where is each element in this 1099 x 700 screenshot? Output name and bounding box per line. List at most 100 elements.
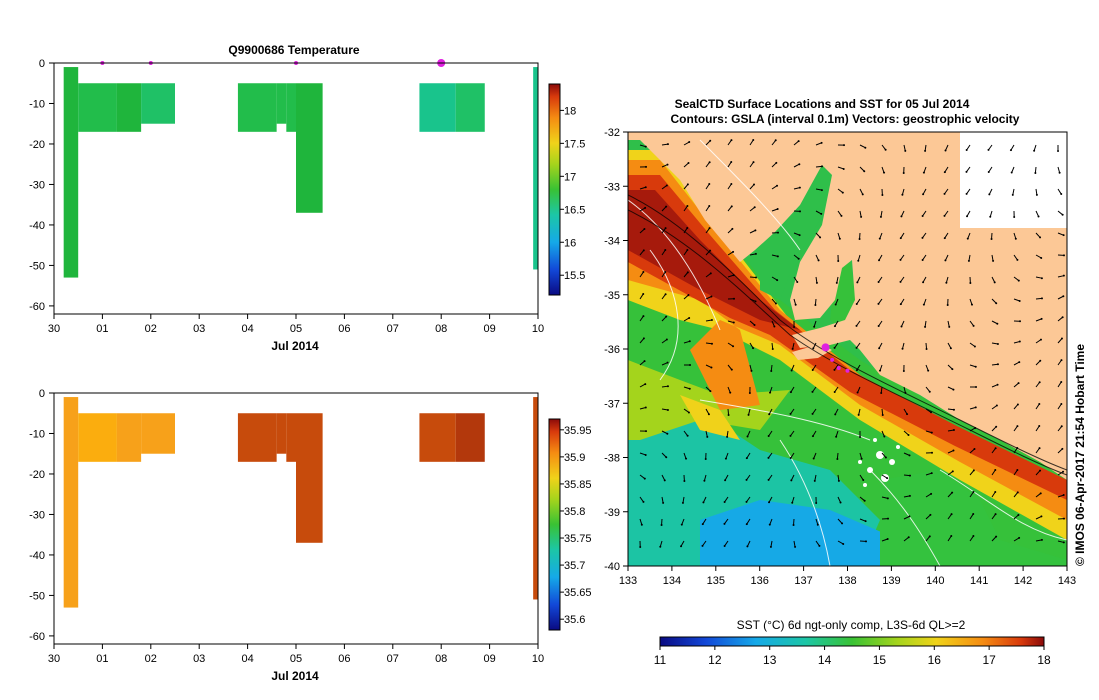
velocity-arrow-head: [644, 206, 647, 209]
velocity-arrow: [947, 386, 954, 391]
profile-cell: [533, 397, 538, 600]
velocity-arrow: [749, 206, 756, 212]
velocity-arrow-head: [644, 165, 647, 168]
velocity-arrow-head: [686, 249, 689, 252]
velocity-arrow: [639, 338, 645, 344]
velocity-arrow: [922, 232, 927, 239]
velocity-arrow: [859, 188, 864, 195]
velocity-arrow-head: [813, 325, 816, 328]
velocity-arrow-head: [996, 322, 999, 325]
velocity-arrow-head: [966, 237, 969, 240]
velocity-arrow-head: [642, 292, 645, 295]
velocity-arrow-head: [664, 227, 667, 230]
velocity-arrow-head: [643, 227, 646, 230]
velocity-arrow-head: [884, 148, 887, 151]
colorbar-tick-label: 35.7: [564, 560, 585, 572]
velocity-arrow: [727, 274, 734, 278]
velocity-arrow-head: [1062, 254, 1065, 257]
salinity-colorbar: [548, 418, 561, 631]
velocity-arrow: [661, 408, 669, 411]
velocity-arrow: [1010, 144, 1015, 151]
velocity-arrow: [966, 188, 971, 195]
velocity-arrow: [790, 408, 795, 415]
velocity-arrow: [661, 143, 669, 146]
velocity-arrow: [903, 452, 910, 456]
velocity-arrow-head: [836, 457, 839, 460]
velocity-arrow-head: [1033, 149, 1036, 152]
velocity-arrow: [1057, 359, 1062, 366]
lon-tick-label: 134: [663, 575, 681, 587]
velocity-arrow-head: [732, 345, 735, 348]
lon-tick-label: 142: [1014, 575, 1032, 587]
velocity-arrow-head: [862, 479, 865, 482]
velocity-arrow-head: [965, 148, 968, 151]
velocity-arrow-head: [834, 303, 837, 306]
velocity-arrow: [859, 144, 866, 149]
velocity-arrow: [771, 320, 775, 327]
velocity-arrow-head: [995, 425, 998, 428]
salinity-colorbar-ticks: 35.6 35.65 35.7 35.75 35.8 35.85 35.9 35.95: [560, 425, 592, 626]
velocity-arrow-head: [904, 391, 907, 394]
velocity-arrow: [661, 496, 664, 503]
velocity-arrow-head: [815, 501, 818, 504]
velocity-arrow-head: [899, 280, 902, 283]
y-tick-label: -30: [29, 179, 45, 191]
velocity-arrow: [639, 228, 645, 234]
velocity-arrow-head: [855, 369, 858, 372]
velocity-arrow-head: [906, 413, 909, 416]
velocity-arrow: [925, 472, 932, 476]
velocity-arrow: [748, 408, 751, 415]
velocity-arrow-head: [686, 434, 689, 437]
velocity-arrow: [639, 271, 644, 278]
velocity-arrow-head: [812, 347, 815, 350]
velocity-arrow-head: [837, 259, 840, 262]
velocity-arrow: [1013, 447, 1018, 454]
velocity-arrow-head: [642, 271, 645, 274]
y-tick-label: -60: [29, 301, 45, 313]
colorbar-tick-label: 17.5: [564, 138, 585, 150]
velocity-arrow: [790, 474, 795, 481]
velocity-arrow-head: [745, 523, 748, 526]
velocity-arrow: [683, 272, 689, 278]
land-mass: [628, 132, 1067, 480]
velocity-arrow: [1035, 188, 1038, 196]
velocity-arrow-head: [662, 501, 665, 504]
velocity-arrow-head: [664, 248, 667, 251]
velocity-arrow-head: [1034, 171, 1037, 174]
velocity-arrow: [749, 139, 754, 146]
velocity-arrow-head: [1018, 361, 1021, 364]
velocity-arrow-head: [930, 472, 933, 475]
x-tick-label: 30: [48, 323, 60, 335]
velocity-arrow: [1035, 403, 1040, 410]
velocity-arrow-head: [665, 315, 668, 318]
velocity-arrow: [947, 320, 950, 327]
lon-tick-label: 140: [926, 575, 944, 587]
sst-tick-label: 16: [928, 653, 942, 667]
velocity-arrow: [1035, 276, 1042, 279]
velocity-arrow: [858, 408, 861, 415]
velocity-arrow-head: [930, 492, 933, 495]
velocity-arrow-head: [925, 347, 928, 350]
velocity-arrow-head: [773, 325, 776, 328]
sst-map-panel: SealCTD Surface Locations and SST for 05…: [604, 97, 1087, 667]
velocity-arrow: [746, 540, 751, 547]
velocity-arrow: [901, 320, 905, 327]
velocity-arrow-head: [1016, 446, 1019, 449]
velocity-arrow-head: [994, 468, 997, 471]
velocity-arrow: [988, 166, 993, 173]
velocity-arrow: [969, 513, 974, 520]
velocity-arrow: [727, 251, 734, 256]
velocity-arrow-head: [992, 259, 995, 262]
velocity-arrow-head: [857, 259, 860, 262]
velocity-arrow: [968, 254, 971, 261]
velocity-arrow-head: [794, 303, 797, 306]
velocity-arrow: [727, 139, 732, 146]
velocity-arrow-head: [902, 171, 905, 174]
velocity-arrow-head: [879, 215, 882, 218]
velocity-arrow-head: [974, 365, 977, 368]
lat-tick-label: -34: [604, 236, 620, 248]
velocity-arrow: [815, 188, 822, 191]
velocity-arrow: [945, 144, 949, 151]
velocity-arrow: [944, 254, 949, 261]
velocity-arrow: [727, 408, 730, 416]
